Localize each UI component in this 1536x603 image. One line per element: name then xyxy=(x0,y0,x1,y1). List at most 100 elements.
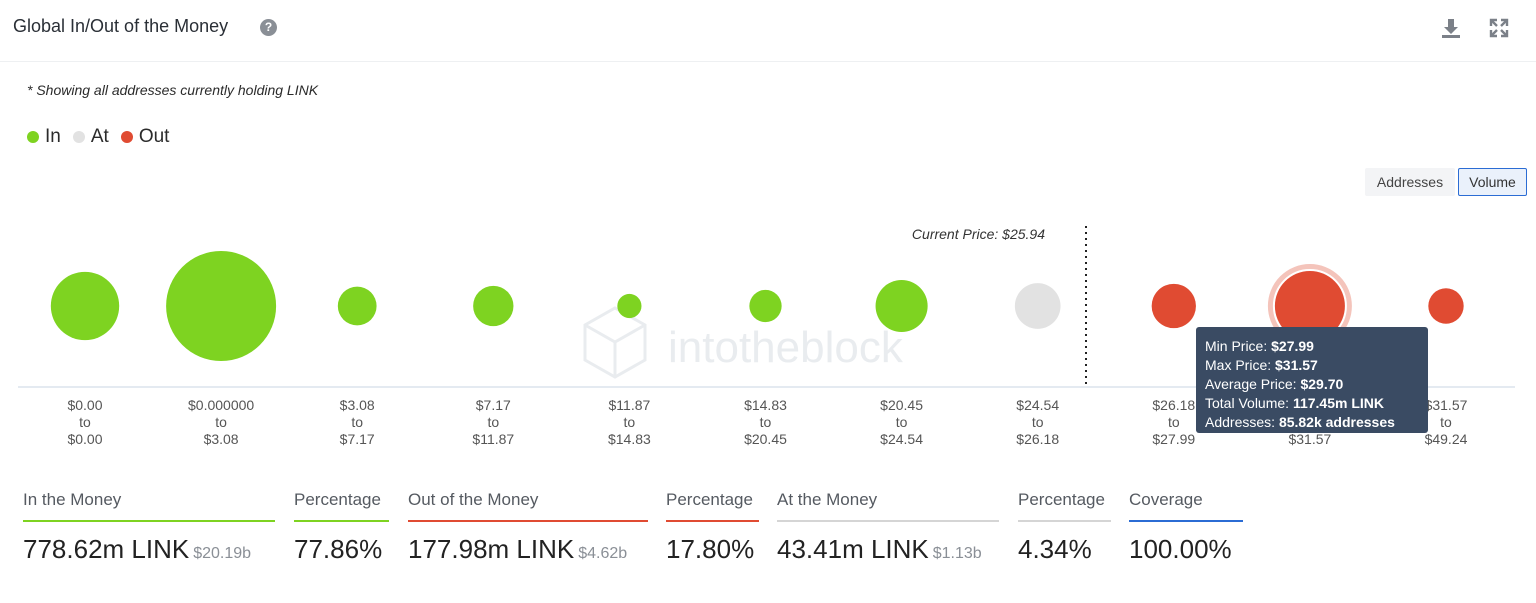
subtitle: * Showing all addresses currently holdin… xyxy=(27,82,319,98)
tooltip-max-value: $31.57 xyxy=(1275,357,1318,373)
tick-label-to: to xyxy=(1440,414,1452,430)
tick-label-high: $49.24 xyxy=(1425,431,1468,447)
stat-head: Percentage xyxy=(666,486,759,522)
tick-label-high: $14.83 xyxy=(608,431,651,447)
tick-label-high: $11.87 xyxy=(472,431,514,447)
tooltip-min-label: Min Price: xyxy=(1205,338,1268,354)
stat-head: Out of the Money xyxy=(408,486,648,522)
tick-label-high: $0.00 xyxy=(67,431,102,447)
tick-label-low: $0.00 xyxy=(67,397,102,413)
bubble-out[interactable] xyxy=(1428,288,1464,324)
tick-label-to: to xyxy=(1032,414,1044,430)
stat-head: Percentage xyxy=(294,486,389,522)
tick-label-low: $3.08 xyxy=(340,397,375,413)
tick-label-high: $24.54 xyxy=(880,431,923,447)
tooltip-max-label: Max Price: xyxy=(1205,357,1272,373)
tick-label-to: to xyxy=(1168,414,1180,430)
tick-label-low: $31.57 xyxy=(1425,397,1468,413)
tick-label-to: to xyxy=(215,414,227,430)
expand-icon[interactable] xyxy=(1488,17,1510,39)
tick-label-to: to xyxy=(760,414,772,430)
tick-label-low: $26.18 xyxy=(1152,397,1195,413)
legend-label-in: In xyxy=(45,126,61,147)
legend-dot-in xyxy=(27,131,39,143)
stat-value: 17.80% xyxy=(666,534,755,564)
stat-value: 77.86% xyxy=(294,534,383,564)
legend-label-at: At xyxy=(90,126,109,147)
tick-label-high: $3.08 xyxy=(204,431,239,447)
bubble-in[interactable] xyxy=(337,286,377,326)
tooltip-vol-value: 117.45m LINK xyxy=(1292,395,1385,411)
volume-toggle-button[interactable]: Volume xyxy=(1458,168,1527,196)
stat-sub: $20.19b xyxy=(193,545,252,562)
header: Global In/Out of the Money ? xyxy=(0,0,1536,62)
current-price-label: Current Price: $25.94 xyxy=(912,226,1045,242)
tooltip-vol-label: Total Volume: xyxy=(1205,395,1290,411)
bubble-in[interactable] xyxy=(50,271,120,341)
download-icon[interactable] xyxy=(1440,17,1462,39)
stat-out-of-the-money: Out of the Money 177.98m LINK $4.62b xyxy=(408,486,648,565)
bubble-out[interactable] xyxy=(1151,283,1196,329)
tooltip: Min Price: $27.99 Max Price: $31.57 Aver… xyxy=(1196,327,1428,433)
legend-dot-at xyxy=(72,131,85,143)
stat-coverage: Coverage 100.00% xyxy=(1129,486,1243,565)
bubble-in[interactable] xyxy=(473,285,514,327)
tooltip-avg-value: $29.70 xyxy=(1300,376,1344,392)
tick-label-high: $26.18 xyxy=(1016,431,1059,447)
bubble-out[interactable] xyxy=(1274,270,1345,342)
tooltip-avg-label: Average Price: xyxy=(1205,376,1297,392)
stat-in-the-money: In the Money 778.62m LINK $20.19b xyxy=(23,486,275,565)
tick-label-to: to xyxy=(896,414,908,430)
tick-label-high: $31.57 xyxy=(1288,431,1331,447)
addresses-toggle-button[interactable]: Addresses xyxy=(1365,168,1455,196)
tick-label-low: $11.87 xyxy=(609,397,651,413)
stat-head: In the Money xyxy=(23,486,275,522)
tick-label-low: $14.83 xyxy=(744,397,787,413)
stat-value: 4.34% xyxy=(1018,534,1092,564)
stat-head: At the Money xyxy=(777,486,999,522)
tooltip-min-value: $27.99 xyxy=(1271,338,1314,354)
bubble-in[interactable] xyxy=(749,289,782,323)
stat-value-text: 43.41m LINK xyxy=(777,534,929,564)
tick-label-low: $0.000000 xyxy=(188,397,254,413)
tick-label-to: to xyxy=(624,414,636,430)
tick-label-to: to xyxy=(79,414,91,430)
stat-value: 100.00% xyxy=(1129,534,1232,564)
watermark: intotheblock xyxy=(668,323,904,372)
tick-label-low: $20.45 xyxy=(880,397,923,413)
stat-out-percentage: Percentage 17.80% xyxy=(666,486,759,565)
watermark-logo-icon xyxy=(583,306,647,379)
stat-value-text: 778.62m LINK xyxy=(23,534,190,564)
legend-label-out: Out xyxy=(138,126,170,147)
tick-label-to: to xyxy=(351,414,363,430)
stat-value: 43.41m LINK $1.13b xyxy=(777,534,999,565)
stat-at-the-money: At the Money 43.41m LINK $1.13b xyxy=(777,486,999,565)
stat-in-percentage: Percentage 77.86% xyxy=(294,486,389,565)
stat-value-text: 177.98m LINK xyxy=(408,534,575,564)
tick-label-low: $24.54 xyxy=(1016,397,1059,413)
tooltip-addr-label: Addresses: xyxy=(1205,414,1276,430)
tick-label-high: $7.17 xyxy=(340,431,375,447)
tooltip-addr-value: 85.82k addresses xyxy=(1278,414,1395,430)
stat-value: 778.62m LINK $20.19b xyxy=(23,534,275,565)
help-icon[interactable]: ? xyxy=(260,19,277,36)
tick-label-high: $20.45 xyxy=(744,431,787,447)
tick-label-low: $7.17 xyxy=(476,397,511,413)
stat-value: 177.98m LINK $4.62b xyxy=(408,534,648,565)
stat-at-percentage: Percentage 4.34% xyxy=(1018,486,1111,565)
tick-label-to: to xyxy=(487,414,499,430)
stat-head: Percentage xyxy=(1018,486,1111,522)
bubble-in[interactable] xyxy=(617,293,642,319)
bubble-at[interactable] xyxy=(1014,283,1061,329)
bubble-in[interactable] xyxy=(875,279,928,333)
legend-item-out[interactable]: Out xyxy=(120,126,170,148)
page-title: Global In/Out of the Money xyxy=(13,16,229,36)
stat-sub: $4.62b xyxy=(578,545,628,562)
legend: In At Out xyxy=(27,126,181,148)
legend-dot-out xyxy=(120,131,133,143)
stat-sub: $1.13b xyxy=(932,545,982,562)
bubble-in[interactable] xyxy=(166,251,277,361)
stat-head: Coverage xyxy=(1129,486,1243,522)
legend-item-at[interactable]: At xyxy=(72,126,109,148)
legend-item-in[interactable]: In xyxy=(27,126,61,148)
